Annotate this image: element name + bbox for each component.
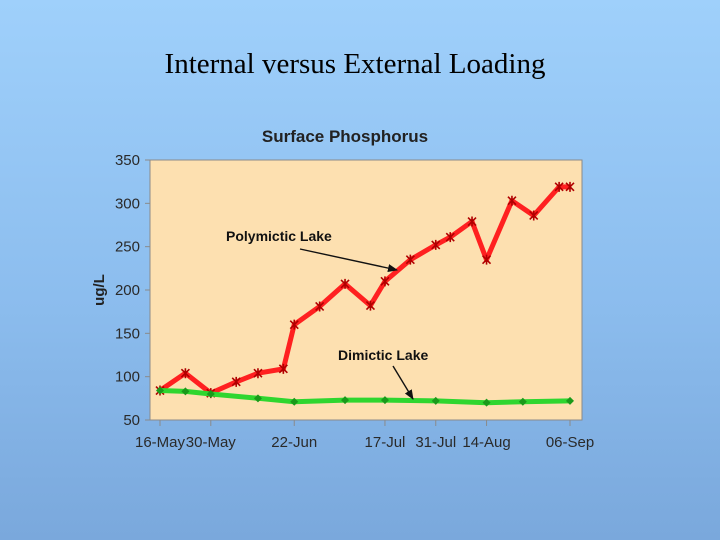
y-tick-label: 350	[115, 152, 140, 169]
data-point	[180, 368, 190, 379]
annotation-label: Dimictic Lake	[338, 347, 428, 363]
slide-title: Internal versus External Loading	[164, 48, 546, 80]
x-tick-label: 14-Aug	[462, 434, 510, 451]
data-point	[481, 254, 492, 265]
data-point	[529, 210, 539, 221]
annotation-label: Polymictic Lake	[226, 228, 332, 244]
y-tick-label: 150	[115, 325, 140, 342]
data-point	[278, 363, 288, 374]
data-point	[507, 195, 517, 206]
data-point	[380, 396, 389, 405]
y-tick-label: 200	[115, 282, 140, 299]
data-point	[566, 396, 574, 405]
x-tick-label: 22-Jun	[271, 434, 317, 451]
data-point	[253, 394, 262, 403]
data-point	[156, 386, 164, 395]
y-tick-label: 250	[115, 239, 140, 256]
data-point	[405, 254, 415, 265]
data-point	[206, 390, 215, 398]
x-tick-label: 31-Jul	[415, 434, 456, 451]
data-point	[445, 232, 455, 243]
series-line-polymictic	[158, 184, 570, 396]
data-point	[231, 376, 241, 387]
y-tick-label: 300	[115, 195, 140, 212]
data-point	[365, 300, 376, 311]
data-point	[380, 276, 390, 287]
data-point	[431, 396, 440, 405]
data-point	[341, 396, 350, 405]
data-point	[289, 319, 299, 330]
annotation-arrow	[392, 365, 414, 400]
y-tick-label: 50	[123, 412, 140, 429]
x-tick-label: 16-May	[135, 434, 186, 451]
x-tick-label: 17-Jul	[365, 434, 406, 451]
x-tick-label: 06-Sep	[546, 434, 594, 451]
x-tick-label: 30-May	[186, 434, 237, 451]
data-point	[253, 368, 263, 379]
data-point	[518, 397, 527, 406]
data-point	[340, 278, 350, 289]
plot-area	[149, 159, 583, 421]
data-point	[554, 181, 564, 192]
data-point	[467, 216, 477, 227]
data-point	[565, 181, 575, 192]
data-point	[181, 387, 190, 396]
data-point	[431, 239, 441, 250]
data-point	[315, 301, 325, 312]
data-point	[482, 398, 491, 407]
y-axis-title: ug/L	[91, 274, 108, 306]
annotation-arrow	[299, 248, 398, 273]
data-point	[290, 397, 299, 406]
y-tick-label: 100	[115, 369, 140, 386]
chart-title: Surface Phosphorus	[262, 127, 428, 146]
